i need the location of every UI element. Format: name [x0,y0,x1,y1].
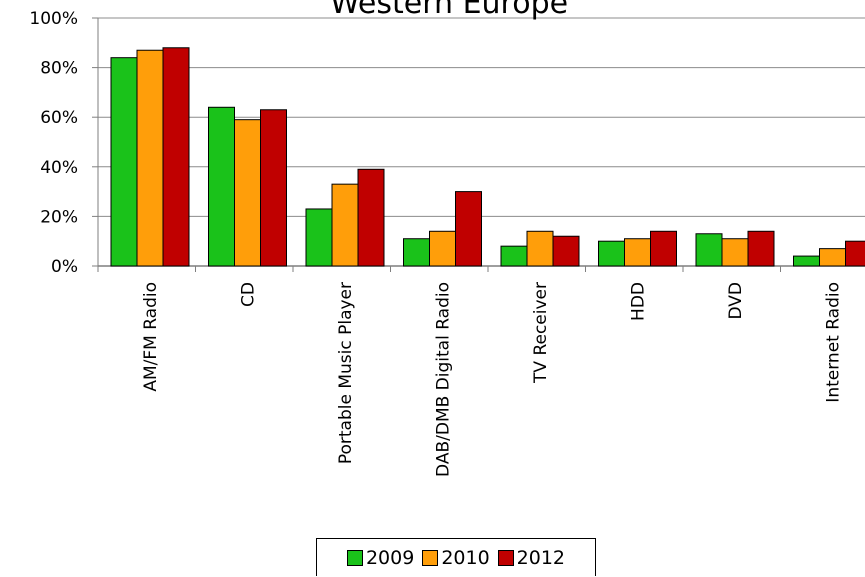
bar-2009 [500,245,528,267]
y-tick-label: 100% [29,9,78,29]
x-tick-label: DVD [726,282,746,320]
bar-2012 [650,230,677,267]
x-tick-label: DAB/DMB Digital Radio [434,282,454,477]
y-tick-label: 0% [51,257,78,277]
bar-2009 [208,106,235,267]
y-tick-label: 20% [40,207,78,227]
bar-2012 [845,240,865,267]
legend-swatch-2009 [346,549,363,566]
bar-2012 [747,230,775,267]
bar-2010 [234,119,261,267]
bar-2010 [819,248,846,267]
legend-swatch-2012 [497,549,514,566]
bar-2010 [526,230,554,267]
bar-2009 [695,233,723,267]
legend-item-2012: 2012 [497,546,566,569]
y-axis: 0% 20% 40% 60% 80% 100% [29,9,99,277]
bar-2010 [136,49,164,267]
legend-item-2010: 2010 [422,546,490,569]
legend-swatch-2010 [422,549,439,566]
bar-2012 [260,109,287,267]
legend-item-2009: 2009 [346,546,415,569]
x-tick-label: Internet Radio [824,282,844,403]
x-axis: AM/FM Radio CD Portable Music Player DAB/DM… [97,265,865,477]
bar-2010 [721,238,749,267]
bar-2012 [162,47,190,267]
bar-2009 [110,57,138,267]
x-tick-label: CD [239,282,259,307]
x-tick-label: Portable Music Player [336,282,356,464]
y-tick-label: 80% [40,59,78,79]
legend-label-2009: 2009 [365,546,415,569]
x-tick-label: HDD [629,282,649,321]
y-tick-label: 40% [40,158,78,178]
bar-2009 [598,240,625,267]
bar-2012 [357,168,385,267]
bar-2009 [305,208,333,267]
bar-2009 [403,238,430,267]
y-tick-label: 60% [40,108,78,128]
x-tick-label: TV Receiver [531,282,551,384]
bar-2010 [429,230,456,267]
bar-2012 [552,235,580,267]
bar-2010 [624,238,651,267]
bar-2012 [455,191,482,267]
bar-2009 [793,255,820,267]
x-tick-label: AM/FM Radio [141,282,161,392]
legend: 2009 2010 2012 [316,538,596,576]
legend-label-2012: 2012 [516,546,566,569]
legend-label-2010: 2010 [441,546,490,569]
chart-title: Western Europe [330,0,569,21]
bars [110,47,865,267]
bar-2010 [331,183,359,267]
